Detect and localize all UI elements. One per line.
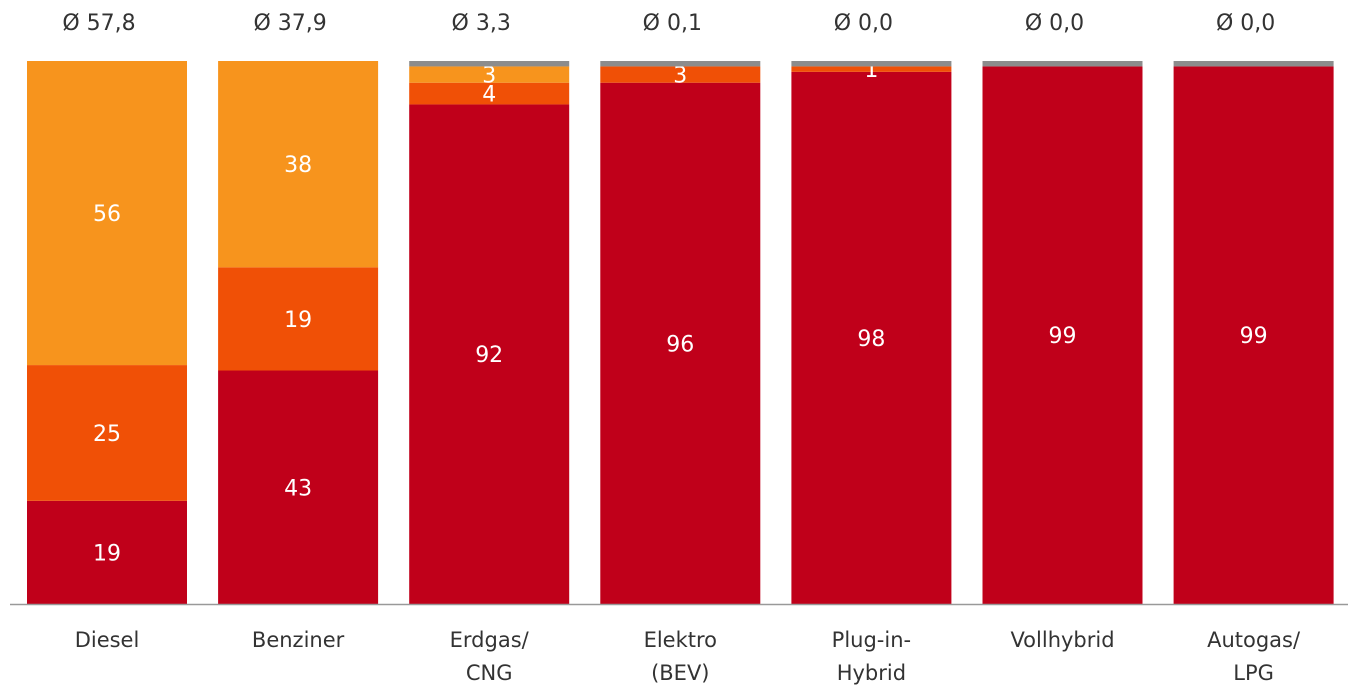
data-label: 96 xyxy=(666,332,694,357)
bar-segment xyxy=(409,82,570,105)
x-tick-label: Diesel xyxy=(74,628,140,652)
annotation: Ø 57,8 xyxy=(62,11,135,36)
bar-segment xyxy=(409,66,570,83)
annotation: Ø 0,1 xyxy=(643,11,702,36)
annotation: Ø 37,9 xyxy=(253,11,326,36)
x-tick-label: Plug-in- Hybrid xyxy=(831,628,912,685)
bar-segment xyxy=(218,370,379,604)
x-tick-label: Autogas/ LPG xyxy=(1207,628,1301,685)
data-label: 3 xyxy=(482,64,496,89)
data-label: 99 xyxy=(1049,324,1077,349)
bar-segment xyxy=(409,61,570,67)
data-label: 92 xyxy=(475,343,503,368)
annotation: Ø 0,0 xyxy=(1025,11,1084,36)
data-label: 19 xyxy=(93,541,121,566)
bar-segment xyxy=(600,61,761,67)
bar-segment xyxy=(218,61,379,268)
bar-segment xyxy=(982,61,1143,67)
bar-segment xyxy=(27,365,187,501)
bar-segment xyxy=(791,66,952,72)
x-tick-label: Benziner xyxy=(251,628,345,652)
annotation: Ø 3,3 xyxy=(452,11,511,36)
bar-segment xyxy=(600,66,761,83)
data-label: 56 xyxy=(93,202,121,227)
bar-segment xyxy=(27,500,187,604)
x-tick-label: Vollhybrid xyxy=(1010,628,1115,652)
bar-segment xyxy=(791,71,952,605)
data-label: 4 xyxy=(482,83,496,108)
bar-segment xyxy=(27,61,187,366)
data-label: 99 xyxy=(1240,324,1268,349)
data-label: 3 xyxy=(673,64,687,89)
bar-segment xyxy=(1173,61,1334,67)
data-label: 38 xyxy=(284,153,312,178)
data-label: 43 xyxy=(284,476,312,501)
bar-segment xyxy=(791,61,952,67)
data-label: 98 xyxy=(857,327,885,352)
data-label: 25 xyxy=(93,422,121,447)
bar-segment xyxy=(982,66,1143,605)
bar-segment xyxy=(409,104,570,604)
data-label: 19 xyxy=(284,308,312,333)
bar-segment xyxy=(218,267,379,371)
annotation: Ø 0,0 xyxy=(1216,11,1275,36)
bar-segment xyxy=(1173,66,1334,605)
annotation: Ø 0,0 xyxy=(834,11,893,36)
bar-segment xyxy=(600,82,761,605)
x-tick-label: Erdgas/ CNG xyxy=(449,628,529,685)
x-tick-label: Elektro (BEV) xyxy=(643,628,718,685)
